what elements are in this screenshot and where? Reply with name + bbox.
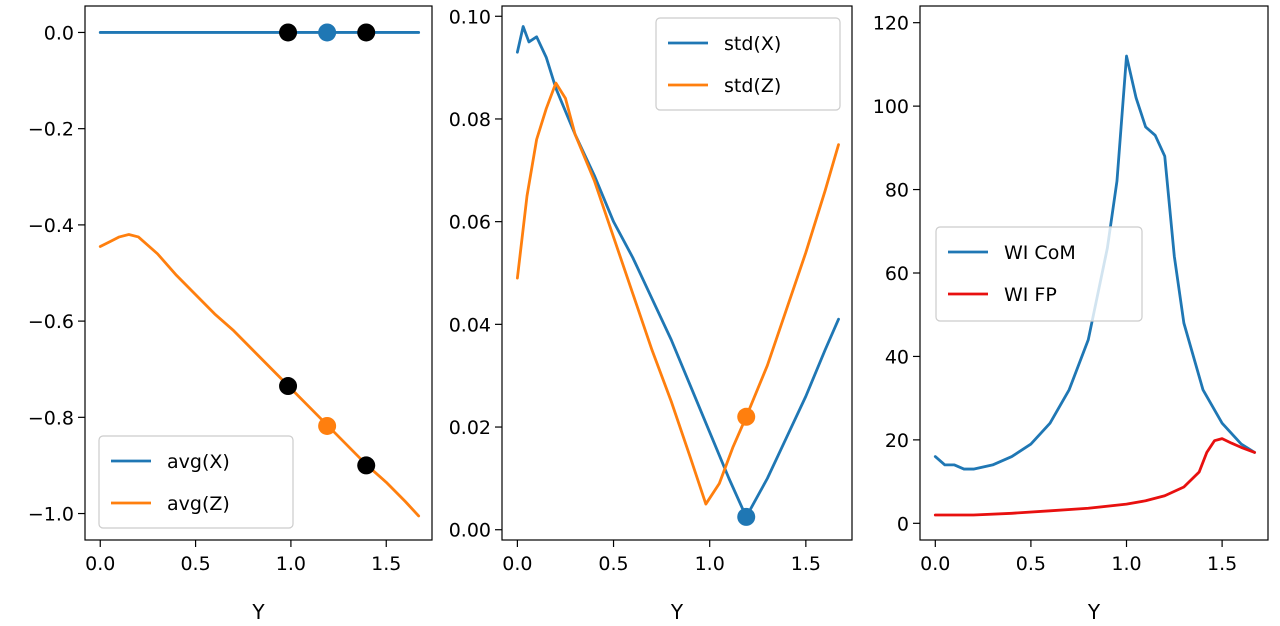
legend-label: avg(Z) — [167, 493, 230, 515]
legend-box — [935, 226, 1143, 322]
x-tick-label: 0.0 — [502, 553, 532, 575]
y-tick-label: 120 — [873, 13, 909, 35]
legend: avg(X) avg(Z) — [98, 435, 294, 529]
x-tick-label: 1.0 — [1111, 553, 1141, 575]
data-point-marker — [737, 507, 756, 526]
y-tick-label: 20 — [885, 430, 909, 452]
x-tick-label: 1.0 — [276, 553, 306, 575]
x-tick-label: 1.0 — [695, 553, 725, 575]
series-line-std-x- — [515, 25, 840, 519]
plot-frame — [84, 5, 433, 541]
legend-label: std(X) — [724, 33, 781, 55]
y-tick-label: 40 — [885, 346, 909, 368]
y-tick-label: 100 — [873, 96, 909, 118]
data-point-marker — [318, 23, 337, 42]
y-tick-label: 0 — [897, 513, 909, 535]
data-point-marker — [357, 456, 376, 475]
legend-label: WI CoM — [1004, 242, 1076, 264]
series-line-std-z- — [515, 81, 840, 506]
x-tick-label: 0.5 — [180, 553, 210, 575]
x-axis-label: Y — [670, 600, 684, 624]
x-tick-label: 0.5 — [598, 553, 628, 575]
y-tick-label: −0.6 — [28, 311, 74, 333]
y-tick-label: 0.02 — [449, 417, 491, 439]
x-axis-label: Y — [1087, 600, 1101, 624]
legend-label: avg(X) — [167, 451, 230, 473]
x-tick-label: 1.5 — [1207, 553, 1237, 575]
y-tick-label: 60 — [885, 263, 909, 285]
subplot-2: 0.0 0.5 1.0 1.5 0.00 0.02 0.04 0.06 0.08 0.10 Ystd… — [449, 5, 853, 624]
x-tick-label: 1.5 — [371, 553, 401, 575]
y-tick-label: 0.04 — [449, 314, 491, 336]
y-tick-label: −0.8 — [28, 407, 74, 429]
x-tick-label: 0.5 — [1016, 553, 1046, 575]
data-point-marker — [318, 416, 337, 435]
y-tick-label: 0.08 — [449, 109, 491, 131]
data-point-marker — [357, 23, 376, 42]
data-point-marker — [279, 23, 298, 42]
series-line-wi-fp — [933, 437, 1257, 517]
y-tick-label: 0.00 — [449, 520, 491, 542]
legend: WI CoM WI FP — [935, 226, 1143, 322]
subplot-1: 0.0 0.5 1.0 1.5 0.0 −0.2 −0.4 −0.6 −0.8 −1.0 Yavg(… — [28, 5, 433, 624]
legend-label: std(Z) — [724, 75, 781, 97]
x-tick-label: 1.5 — [791, 553, 821, 575]
legend-box — [655, 17, 841, 111]
data-point-marker — [737, 407, 756, 426]
y-tick-label: −0.4 — [28, 215, 74, 237]
series-line-wi-com — [933, 54, 1257, 471]
legend: std(X) std(Z) — [655, 17, 841, 111]
legend-label: WI FP — [1004, 284, 1057, 306]
x-tick-label: 0.0 — [920, 553, 950, 575]
subplot-3: 0.0 0.5 1.0 1.5 0 20 40 60 80 100 120 Y WI CoM WI FP — [873, 5, 1269, 624]
plot-frame — [501, 5, 853, 541]
data-point-marker — [279, 377, 298, 396]
y-tick-label: 0.10 — [449, 6, 491, 28]
y-tick-label: 80 — [885, 180, 909, 202]
y-tick-label: 0.0 — [44, 22, 74, 44]
y-tick-label: −1.0 — [28, 504, 74, 526]
x-axis-label: Y — [251, 600, 265, 624]
y-tick-label: 0.06 — [449, 212, 491, 234]
y-tick-label: −0.2 — [28, 119, 74, 141]
legend-box — [98, 435, 294, 529]
x-tick-label: 0.0 — [85, 553, 115, 575]
